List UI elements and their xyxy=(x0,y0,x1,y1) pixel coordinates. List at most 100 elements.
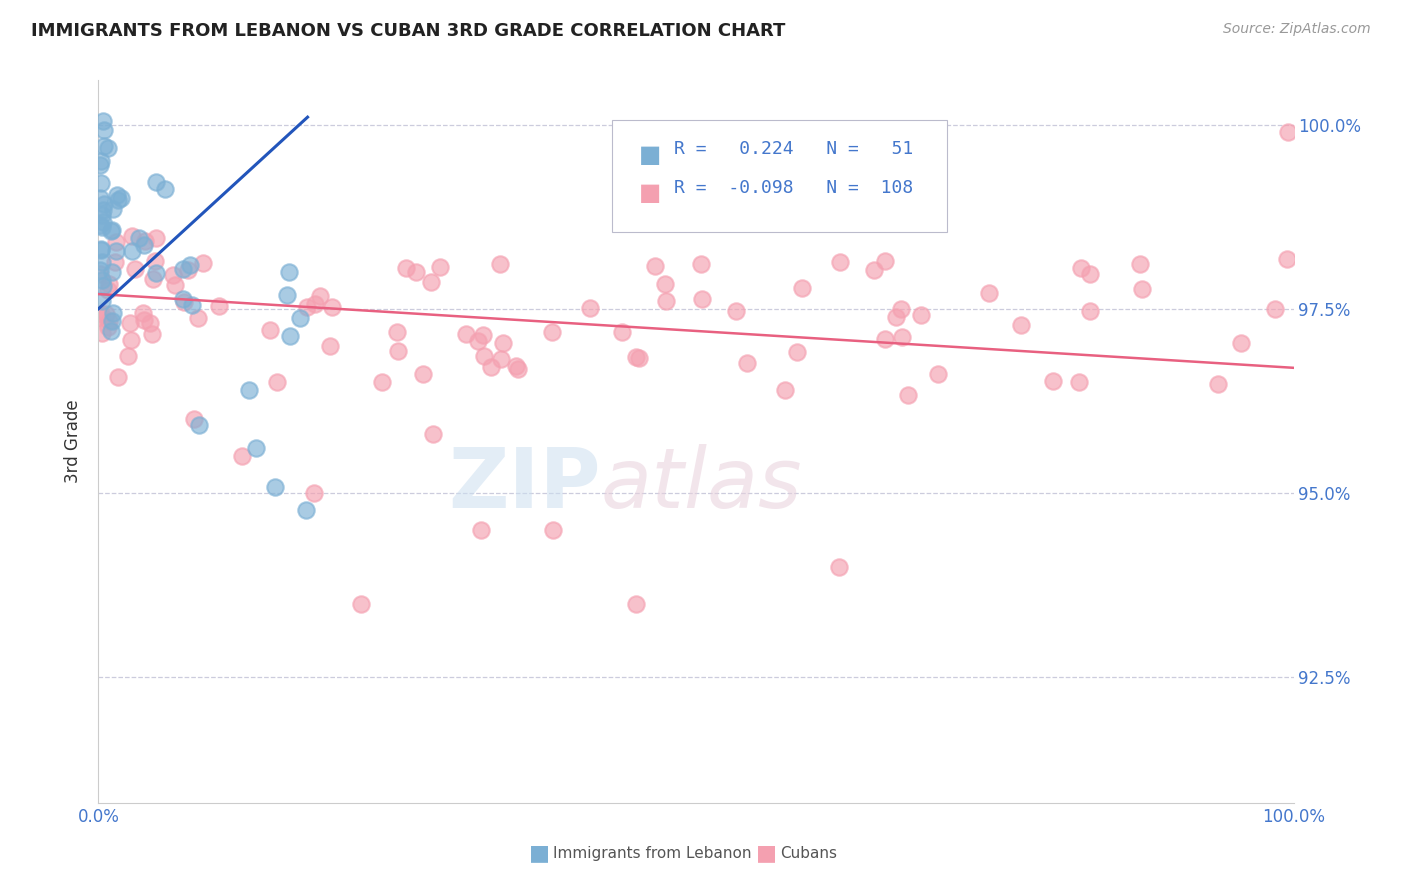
Point xyxy=(863,263,886,277)
Point xyxy=(90,243,112,257)
Point xyxy=(830,254,852,268)
Point xyxy=(690,292,713,306)
Point xyxy=(91,278,114,293)
Point xyxy=(89,191,111,205)
Text: ■: ■ xyxy=(638,143,661,167)
Point xyxy=(890,330,912,344)
Point xyxy=(93,113,115,128)
Point xyxy=(655,294,678,309)
Point xyxy=(107,193,129,207)
Point xyxy=(508,361,530,376)
Point xyxy=(145,266,167,280)
Point xyxy=(266,375,288,389)
Point xyxy=(422,427,444,442)
Point xyxy=(90,242,112,256)
Point xyxy=(288,311,311,326)
Text: ■: ■ xyxy=(638,181,661,205)
Point xyxy=(321,300,343,314)
Point xyxy=(295,502,318,516)
Point xyxy=(395,261,418,276)
Point xyxy=(295,301,318,315)
Point xyxy=(890,301,912,316)
Text: Source: ZipAtlas.com: Source: ZipAtlas.com xyxy=(1223,22,1371,37)
Point xyxy=(187,311,209,326)
Point xyxy=(875,254,897,268)
Point xyxy=(1042,374,1064,388)
Point xyxy=(173,295,195,310)
Point xyxy=(93,215,115,229)
Point xyxy=(101,306,124,320)
Point xyxy=(470,523,492,537)
Point xyxy=(725,303,748,318)
Point xyxy=(91,208,114,222)
Point xyxy=(873,332,896,346)
Point xyxy=(101,202,124,217)
Point xyxy=(689,257,711,271)
Text: atlas: atlas xyxy=(600,444,801,525)
Point xyxy=(927,368,949,382)
Point xyxy=(121,244,143,259)
Point xyxy=(90,326,112,341)
Point xyxy=(492,336,515,351)
Point xyxy=(91,294,114,309)
Point xyxy=(91,220,114,235)
Text: Cubans: Cubans xyxy=(779,846,837,861)
Point xyxy=(90,153,112,168)
Y-axis label: 3rd Grade: 3rd Grade xyxy=(65,400,83,483)
Point xyxy=(579,301,602,315)
Point xyxy=(89,309,111,323)
Point xyxy=(489,351,512,366)
Point xyxy=(319,339,342,353)
Text: ZIP: ZIP xyxy=(449,444,600,525)
Point xyxy=(245,442,267,456)
Point xyxy=(90,307,112,321)
Point xyxy=(371,375,394,389)
Point xyxy=(105,244,128,259)
Point xyxy=(120,317,142,331)
Point xyxy=(276,288,298,302)
Point xyxy=(302,486,325,500)
Point xyxy=(134,238,156,252)
Point xyxy=(828,560,851,574)
Point xyxy=(138,316,160,330)
Point xyxy=(910,308,932,322)
Point xyxy=(101,223,124,237)
Point xyxy=(489,257,512,271)
Point xyxy=(180,298,202,312)
Point xyxy=(1230,335,1253,350)
Point xyxy=(259,323,281,337)
Point xyxy=(89,219,111,233)
Point xyxy=(162,268,184,282)
Point xyxy=(790,281,813,295)
Point xyxy=(412,367,434,381)
Point xyxy=(626,597,648,611)
Point xyxy=(541,325,564,339)
Point xyxy=(117,350,139,364)
Point xyxy=(979,286,1001,301)
Point xyxy=(96,320,118,334)
Point xyxy=(773,383,796,397)
Point xyxy=(163,277,186,292)
Point xyxy=(624,350,647,364)
Point xyxy=(143,253,166,268)
Point xyxy=(884,310,907,324)
Point xyxy=(105,235,128,250)
Point xyxy=(472,349,495,363)
Point xyxy=(187,417,209,432)
Point xyxy=(100,224,122,238)
Point xyxy=(89,263,111,277)
Point xyxy=(145,231,167,245)
Point xyxy=(93,123,115,137)
Point xyxy=(93,138,115,153)
Point xyxy=(1129,257,1152,271)
Point xyxy=(132,306,155,320)
Point xyxy=(308,289,330,303)
Point xyxy=(278,265,301,279)
Point xyxy=(101,265,124,279)
Point xyxy=(1275,252,1298,266)
Point xyxy=(654,277,676,291)
Point xyxy=(121,228,143,243)
Point xyxy=(644,259,666,273)
Point xyxy=(96,307,118,321)
Text: R =  -0.098   N =  108: R = -0.098 N = 108 xyxy=(675,179,914,197)
